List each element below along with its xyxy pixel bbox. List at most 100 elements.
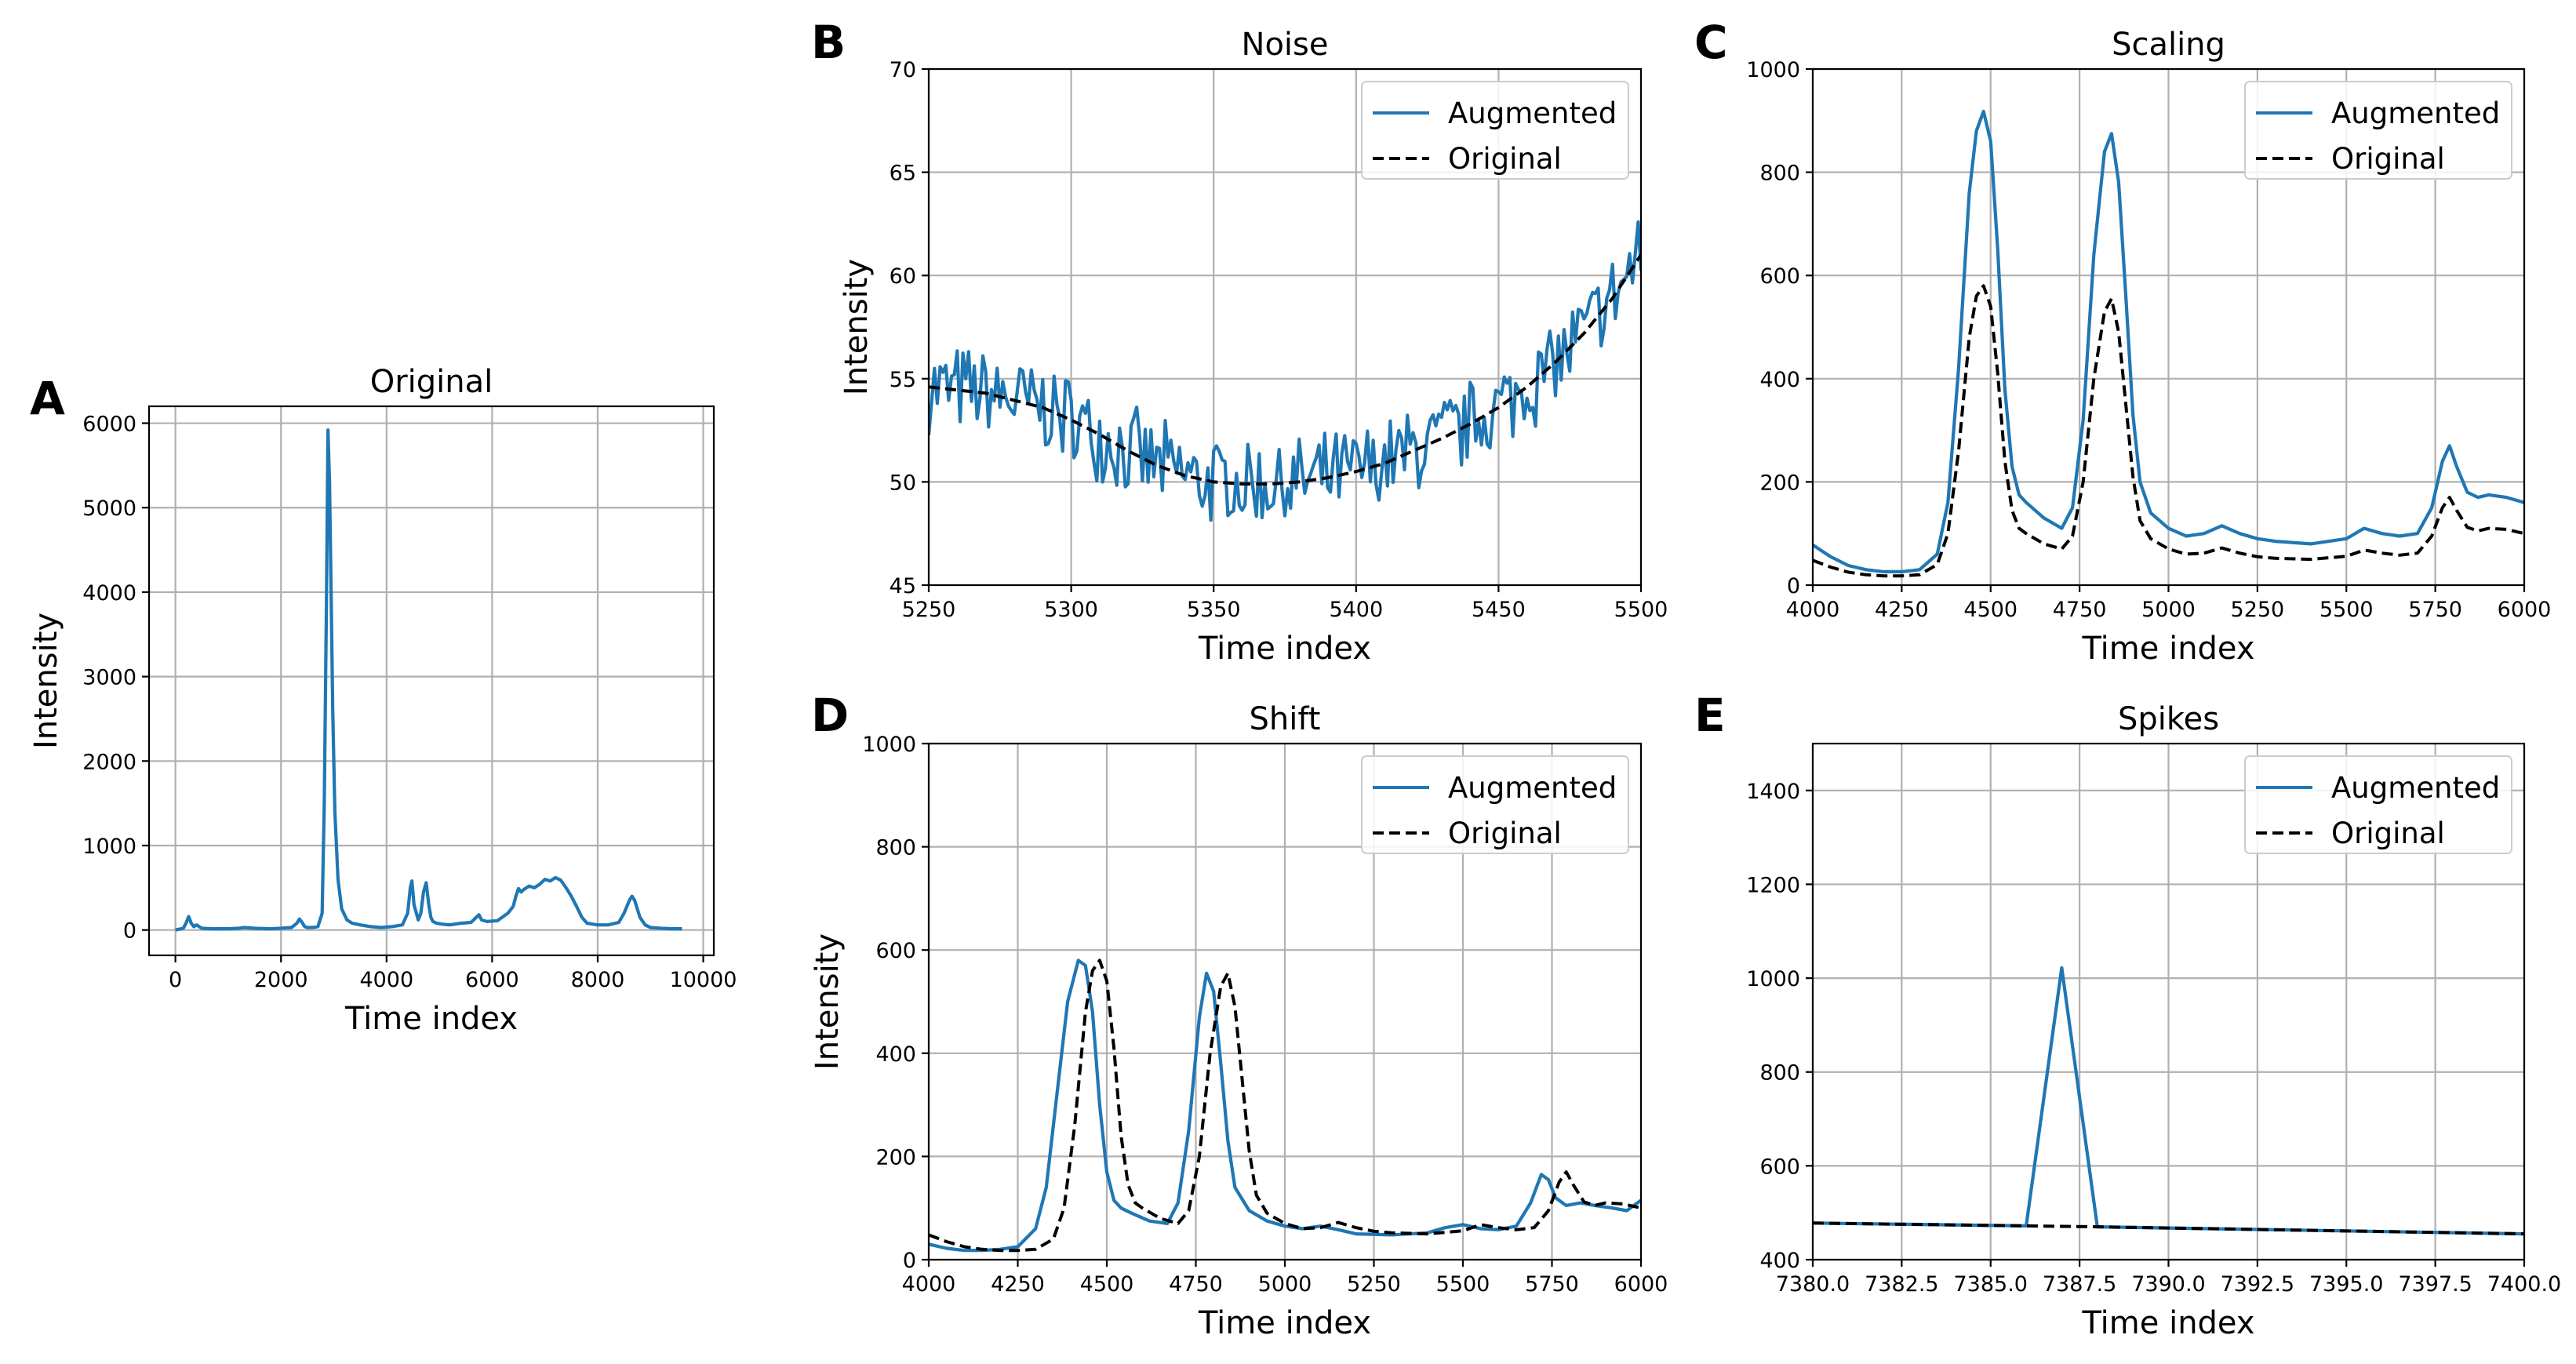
y-tick-label: 6000 [82, 413, 136, 437]
x-tick-label: 7392.5 [2221, 1272, 2294, 1297]
series-line-main [175, 428, 682, 932]
legend-box [1361, 755, 1629, 854]
y-tick-label: 200 [1759, 471, 1800, 495]
x-tick-label: 5400 [1329, 598, 1383, 622]
x-tick-label: 7382.5 [1865, 1272, 1938, 1297]
legend: Augmented Original [1361, 81, 1629, 180]
panel-d: 4000 4250 4500 4750 5000 5250 5500 5750 6000 0 200… [810, 689, 1668, 1341]
legend: Augmented Original [1361, 755, 1629, 854]
x-tick-label: 4250 [991, 1272, 1045, 1297]
x-tick-label: 5250 [902, 598, 956, 622]
y-tick-label: 1000 [1746, 967, 1800, 991]
y-axis-label: Intensity [28, 613, 64, 749]
chart-title: Shift [1250, 701, 1321, 737]
y-tick-label: 600 [875, 939, 916, 963]
series-line-original [1813, 1221, 2524, 1236]
y-tick-label: 45 [890, 574, 916, 598]
x-tick-label: 4750 [1169, 1272, 1223, 1297]
y-tick-label: 400 [1759, 368, 1800, 392]
x-tick-label: 10000 [670, 968, 737, 992]
panel-a: 0 2000 4000 6000 8000 10000 0 1000 2000 3000 4000 5… [28, 364, 737, 1037]
series-group [1813, 966, 2524, 1236]
y-tick-label: 60 [890, 264, 916, 289]
series-line-original [1813, 284, 2524, 578]
y-tick-label: 0 [123, 919, 136, 944]
chart-title: Spikes [2118, 701, 2219, 737]
panel-letter: A [30, 372, 65, 425]
x-tick-label: 5000 [2141, 598, 2196, 622]
series-line-original [929, 958, 1641, 1253]
series-line-augmented [1813, 109, 2524, 574]
x-tick-label: 5300 [1044, 598, 1098, 622]
axes-frame [927, 67, 1643, 587]
legend-box [2244, 81, 2512, 180]
chart-title: Noise [1242, 27, 1329, 63]
x-tick-label: 6000 [1614, 1272, 1668, 1297]
x-tick-label: 5350 [1187, 598, 1241, 622]
x-tick-label: 8000 [571, 968, 625, 992]
legend-label-augmented: Augmented [1448, 96, 1617, 130]
x-tick-label: 6000 [2498, 598, 2552, 622]
x-axis-label: Time index [344, 1001, 518, 1037]
y-tick-label: 5000 [82, 496, 136, 521]
y-axis-label: Intensity [810, 933, 846, 1070]
x-tick-label: 7390.0 [2131, 1272, 2205, 1297]
x-tick-label: 5250 [1347, 1272, 1401, 1297]
x-tick-label: 5750 [2408, 598, 2462, 622]
panel-b: 5250 5300 5350 5400 5450 5500 45 50 55 60 65 70 Nois… [811, 16, 1668, 667]
x-tick-label: 4000 [1786, 598, 1840, 622]
x-axis-label: Time index [1198, 631, 1371, 667]
y-tick-label: 1000 [862, 733, 916, 757]
x-axis-label: Time index [2081, 1305, 2254, 1341]
y-tick-label: 0 [1787, 574, 1800, 598]
legend: Augmented Original [2244, 81, 2512, 180]
series-line-augmented [929, 958, 1641, 1253]
y-tick-label: 3000 [82, 666, 136, 690]
x-tick-label: 7397.5 [2398, 1272, 2472, 1297]
y-tick-label: 65 [890, 162, 916, 186]
y-axis-label: Intensity [839, 259, 875, 395]
x-tick-label: 4500 [1963, 598, 2018, 622]
y-tick-label: 70 [890, 58, 916, 82]
x-tick-label: 5500 [2319, 598, 2374, 622]
panel-letter: C [1694, 16, 1728, 69]
panel-letter: E [1694, 689, 1726, 742]
y-tick-label: 400 [1759, 1249, 1800, 1273]
x-axis-label: Time index [2081, 631, 2254, 667]
x-tick-label: 5500 [1436, 1272, 1490, 1297]
x-tick-label: 4000 [359, 968, 413, 992]
y-tick-label: 1200 [1746, 873, 1800, 897]
x-tick-label: 7380.0 [1776, 1272, 1850, 1297]
legend-label-original: Original [1448, 817, 1562, 850]
series-group [175, 428, 682, 932]
x-tick-label: 5750 [1525, 1272, 1579, 1297]
legend-label-original: Original [2331, 817, 2445, 850]
legend-box [2244, 755, 2512, 854]
x-tick-label: 7387.5 [2043, 1272, 2116, 1297]
y-tick-label: 600 [1759, 264, 1800, 289]
x-tick-label: 5250 [2231, 598, 2285, 622]
y-tick-label: 4000 [82, 581, 136, 606]
x-tick-label: 0 [169, 968, 182, 992]
x-tick-label: 7400.0 [2487, 1272, 2561, 1297]
chart-title: Original [370, 364, 493, 400]
x-tick-label: 5500 [1614, 598, 1668, 622]
x-tick-label: 4750 [2053, 598, 2107, 622]
legend-box [1361, 81, 1629, 180]
x-tick-label: 4500 [1080, 1272, 1134, 1297]
y-tick-label: 2000 [82, 750, 136, 774]
x-tick-label: 5450 [1472, 598, 1526, 622]
series-group [929, 220, 1641, 522]
legend-label-augmented: Augmented [2331, 771, 2500, 805]
y-tick-label: 600 [1759, 1155, 1800, 1179]
x-tick-label: 2000 [254, 968, 308, 992]
x-tick-label: 7395.0 [2309, 1272, 2383, 1297]
y-tick-label: 50 [890, 471, 916, 495]
y-tick-label: 0 [903, 1249, 916, 1273]
series-line-augmented [929, 220, 1641, 522]
y-tick-label: 800 [875, 836, 916, 860]
x-tick-label: 5000 [1258, 1272, 1312, 1297]
y-tick-label: 55 [890, 368, 916, 392]
y-tick-label: 800 [1759, 1061, 1800, 1086]
